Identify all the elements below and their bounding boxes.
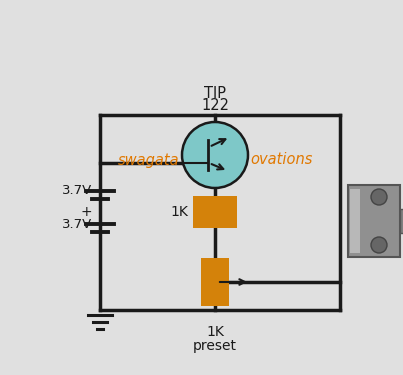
- Bar: [193, 196, 237, 228]
- Text: 3.7V: 3.7V: [62, 217, 92, 231]
- Text: 122: 122: [201, 98, 229, 112]
- Text: swagata: swagata: [118, 153, 180, 168]
- Circle shape: [371, 189, 387, 205]
- Circle shape: [371, 237, 387, 253]
- Text: ovations: ovations: [250, 153, 312, 168]
- Text: preset: preset: [193, 339, 237, 353]
- Text: 1K: 1K: [206, 325, 224, 339]
- Bar: [348, 185, 400, 257]
- Text: 3.7V: 3.7V: [62, 184, 92, 198]
- Bar: [400, 209, 403, 233]
- Text: TIP: TIP: [204, 86, 226, 100]
- Circle shape: [182, 122, 248, 188]
- Text: 1K: 1K: [170, 205, 188, 219]
- Bar: [201, 258, 229, 306]
- Bar: [350, 189, 360, 253]
- Text: +: +: [80, 204, 92, 219]
